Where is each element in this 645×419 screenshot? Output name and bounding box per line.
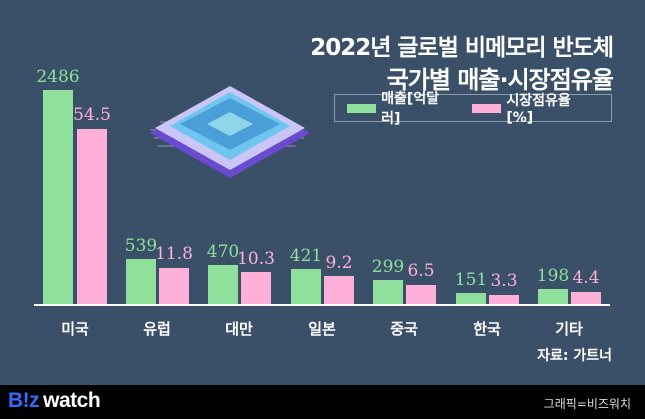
bar-revenue-kr	[456, 293, 486, 304]
legend-swatch-revenue	[347, 103, 377, 113]
x-tick-label: 한국	[473, 320, 501, 338]
bar-revenue-other	[538, 289, 568, 304]
bar-share-us	[77, 129, 107, 304]
value-label: 299	[371, 257, 405, 277]
value-label: 539	[124, 236, 158, 256]
value-label: 54.5	[73, 105, 111, 125]
bar-revenue-jp	[291, 269, 321, 304]
value-label: 11.8	[155, 244, 193, 264]
bar-revenue-eu	[126, 259, 156, 304]
source-note: 자료: 가트너	[537, 348, 612, 364]
bar-revenue-cn	[373, 280, 403, 304]
x-tick-label: 미국	[61, 320, 89, 338]
chart-title-line1: 2022년 글로벌 비메모리 반도체	[310, 35, 614, 61]
legend-label-share: 시장점유율[%]	[506, 93, 571, 126]
bar-share-tw	[241, 272, 271, 304]
legend-label-revenue: 매출[억달러]	[381, 91, 440, 127]
logo-biz: B!z	[8, 389, 40, 412]
value-label: 10.3	[237, 249, 275, 269]
legend-swatch-share	[472, 103, 502, 113]
chip-icon	[150, 86, 310, 178]
graphic-credit: 그래픽=비즈워치	[543, 397, 631, 411]
value-label: 9.2	[325, 253, 353, 273]
value-label: 198	[536, 266, 570, 286]
bar-revenue-tw	[208, 265, 238, 304]
bar-share-jp	[324, 276, 354, 304]
value-label: 3.3	[490, 271, 518, 291]
logo-watch: watch	[43, 389, 101, 412]
value-label: 2486	[36, 67, 80, 87]
bar-share-kr	[489, 295, 519, 304]
bar-revenue-us	[43, 90, 73, 304]
value-label: 6.5	[407, 261, 435, 281]
value-label: 4.4	[572, 268, 600, 288]
x-tick-label: 대만	[225, 320, 253, 338]
x-tick-label: 유럽	[143, 320, 171, 338]
footer-bar: B!z watch 그래픽=비즈워치	[0, 385, 645, 419]
bar-share-cn	[406, 285, 436, 304]
bar-share-other	[571, 292, 601, 304]
value-label: 470	[206, 242, 240, 262]
value-label: 421	[289, 246, 323, 266]
legend-item-share: 시장점유율[%]	[472, 90, 595, 126]
chart-title-line2: 국가별 매출·시장점유율	[386, 66, 614, 94]
bar-share-eu	[159, 268, 189, 304]
x-axis-line	[34, 304, 610, 306]
x-tick-label: 일본	[308, 320, 336, 338]
x-tick-label: 기타	[555, 320, 583, 338]
chart-area: 2022년 글로벌 비메모리 반도체 국가별 매출·시장점유율 매출[억달러] …	[34, 35, 615, 364]
value-label: 151	[454, 270, 488, 290]
x-tick-label: 중국	[390, 320, 418, 338]
legend-item-revenue: 매출[억달러]	[347, 88, 456, 128]
legend: 매출[억달러] 시장점유율[%]	[334, 91, 612, 127]
bizwatch-logo: B!z watch	[8, 389, 101, 413]
